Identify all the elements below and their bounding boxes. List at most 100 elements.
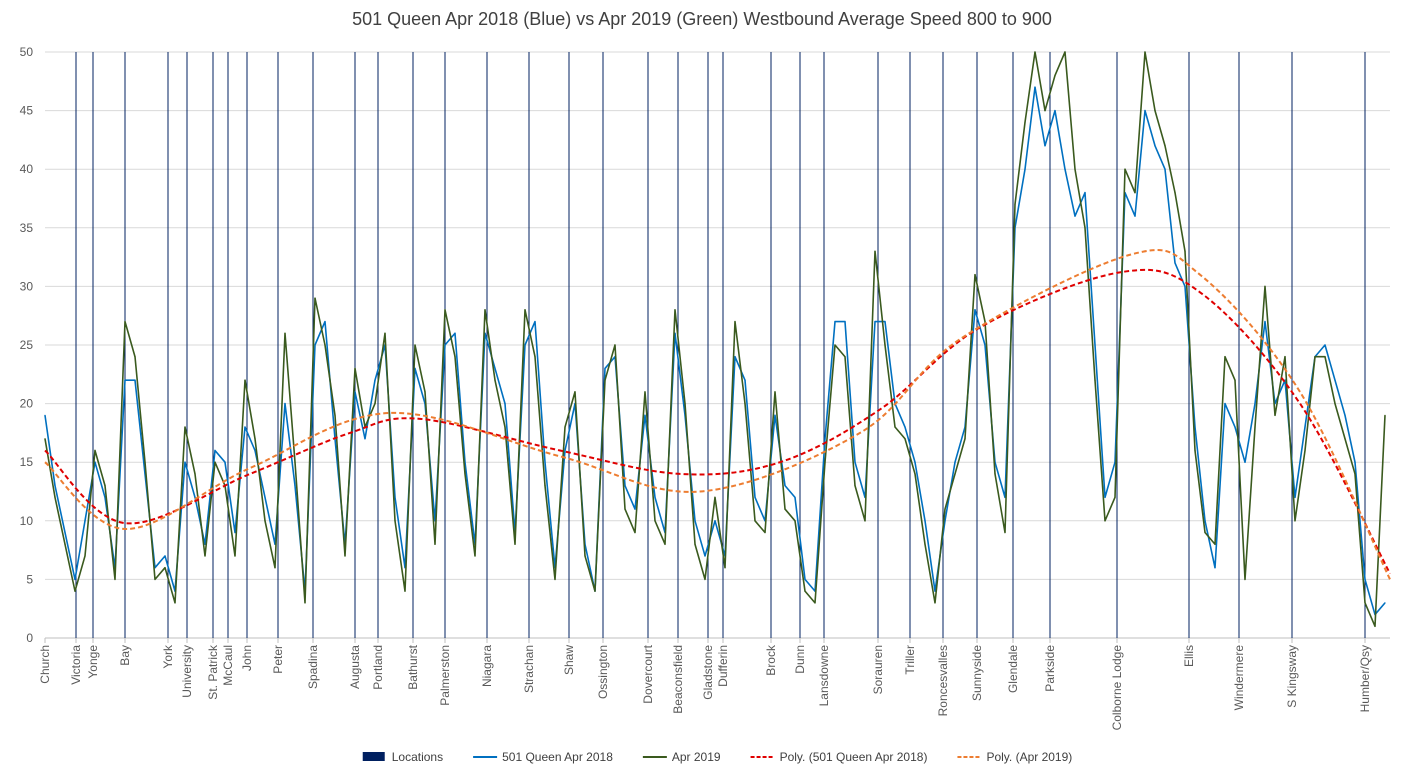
data-point (1184, 285, 1186, 287)
data-point (744, 403, 746, 405)
data-point (454, 356, 456, 358)
data-point (1124, 168, 1126, 170)
legend-label: Poly. (501 Queen Apr 2018) (780, 750, 928, 764)
data-point (534, 356, 536, 358)
data-point (944, 520, 946, 522)
x-tick-label: Windermere (1232, 645, 1246, 711)
data-point (394, 520, 396, 522)
data-point (714, 520, 716, 522)
data-point (294, 461, 296, 463)
data-point (1074, 168, 1076, 170)
data-point (1154, 110, 1156, 112)
data-point (1254, 403, 1256, 405)
series-lines (44, 51, 1391, 628)
data-point (344, 555, 346, 557)
data-point (1264, 320, 1266, 323)
data-point (84, 555, 86, 557)
data-point (204, 555, 206, 557)
x-tick-label: Roncesvalles (936, 645, 950, 716)
data-point (544, 485, 546, 487)
data-point (94, 449, 96, 452)
legend-item: Locations (362, 750, 443, 764)
data-point (244, 379, 246, 381)
data-point (634, 531, 636, 534)
data-point (1014, 203, 1016, 205)
data-point (364, 438, 366, 440)
data-point (214, 461, 216, 463)
data-point (64, 531, 66, 534)
x-tick-label: Spadina (306, 645, 320, 689)
legend-label: Apr 2019 (672, 750, 721, 764)
data-point (284, 332, 286, 334)
data-point (1094, 344, 1096, 346)
data-point (724, 567, 726, 569)
data-point (1254, 426, 1256, 428)
data-point (1144, 51, 1146, 53)
data-point (604, 379, 606, 381)
data-point (774, 414, 776, 416)
data-point (624, 485, 626, 487)
data-point (524, 309, 526, 311)
data-point (854, 485, 856, 487)
data-point (254, 449, 256, 452)
data-point (1304, 426, 1306, 428)
data-point (634, 508, 636, 510)
poly-2018-trendline (44, 268, 1391, 575)
data-point (1054, 74, 1056, 77)
x-tick-label: Parkside (1043, 645, 1057, 692)
data-point (924, 543, 926, 545)
data-point (984, 320, 986, 323)
data-point (1084, 192, 1086, 194)
data-point (774, 391, 776, 393)
data-point (1294, 496, 1296, 498)
y-tick-label: 20 (20, 397, 34, 411)
data-point (184, 426, 186, 428)
legend-item: 501 Queen Apr 2018 (473, 750, 613, 764)
data-point (714, 496, 716, 498)
legend-label: Poly. (Apr 2019) (986, 750, 1072, 764)
data-point (104, 485, 106, 487)
data-point (1034, 86, 1036, 88)
data-point (1234, 379, 1236, 381)
data-point (1164, 168, 1166, 170)
data-point (794, 520, 796, 522)
data-point (1064, 168, 1066, 170)
data-point (1214, 567, 1216, 569)
data-point (644, 414, 646, 416)
data-point (1134, 192, 1136, 194)
x-tick-label: Augusta (348, 645, 362, 689)
data-point (304, 602, 306, 604)
data-point (44, 414, 46, 416)
data-point (534, 320, 536, 323)
data-point (934, 602, 936, 604)
data-point (624, 508, 626, 510)
data-point (1174, 192, 1176, 194)
data-point (564, 426, 566, 428)
data-point (1114, 496, 1116, 498)
legend-item: Poly. (Apr 2019) (957, 750, 1072, 764)
y-axis: 0 5 10 15 20 25 30 35 40 45 50 (20, 45, 34, 645)
data-point (804, 590, 806, 592)
data-point (734, 356, 736, 358)
data-point (554, 578, 556, 581)
data-point (274, 567, 276, 569)
data-point (1334, 403, 1336, 405)
data-point (944, 508, 946, 510)
x-tick-label: Dufferin (716, 645, 730, 687)
data-point (1234, 426, 1236, 428)
data-point (894, 426, 896, 428)
data-point (154, 578, 156, 581)
data-point (314, 344, 316, 346)
y-tick-label: 0 (26, 631, 33, 645)
data-point (784, 508, 786, 510)
data-point (904, 438, 906, 440)
x-tick-label: Ellis (1182, 645, 1196, 667)
data-point (1094, 379, 1096, 381)
data-point (684, 403, 686, 405)
data-point (1204, 520, 1206, 522)
x-tick-label: Palmerston (438, 645, 452, 706)
y-tick-label: 5 (26, 572, 33, 586)
y-tick-label: 30 (20, 279, 34, 293)
x-tick-label: Dovercourt (641, 644, 655, 703)
data-point (504, 426, 506, 428)
